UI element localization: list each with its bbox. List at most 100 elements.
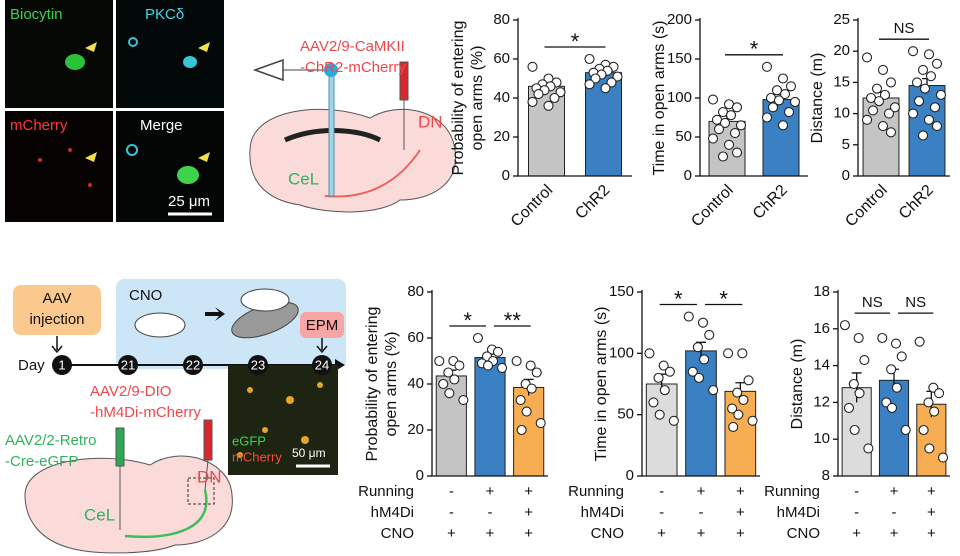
data-point: [877, 121, 889, 132]
data-point: [779, 89, 791, 100]
day-number: 1: [58, 357, 65, 372]
data-point: [717, 151, 729, 162]
y-tick-label: 18: [813, 283, 830, 300]
significance-label: NS: [905, 294, 926, 311]
condition-value: +: [736, 525, 745, 542]
brain-diagram-top: AAV2/9-CaMKII -ChR2-mCherry DN CeL: [249, 38, 456, 213]
micrograph-panel: Biocytin PKCδ mCherry Merge 25 μm: [5, 0, 224, 222]
data-point: [443, 367, 454, 378]
y-axis-label: Time in open arms (s): [593, 307, 610, 462]
optic-fiber: [328, 71, 335, 197]
data-point: [735, 120, 747, 131]
brain-diagram-bottom: AAV2/9-DIO -hM4Di-mCherry AAV2/2-Retro -…: [5, 365, 338, 554]
data-point: [931, 58, 943, 69]
bar: [645, 383, 678, 477]
data-point: [918, 424, 929, 436]
epm-box: [300, 312, 344, 338]
projection: [324, 149, 421, 198]
data-point: [777, 73, 789, 84]
y-tick-label: 50: [675, 128, 692, 145]
epm-label: EPM: [306, 317, 339, 334]
data-point: [883, 108, 895, 119]
data-point: [723, 348, 734, 359]
bar: [724, 390, 757, 477]
condition-value: -: [854, 504, 859, 521]
data-point: [885, 127, 897, 138]
scale-bar-label: 25 μm: [168, 193, 210, 210]
axes: [641, 290, 760, 477]
axes: [699, 18, 808, 177]
data-point: [533, 89, 544, 100]
virus-label: -Cre-eGFP: [5, 453, 78, 470]
axes: [857, 18, 950, 177]
condition-value: -: [659, 483, 664, 500]
data-point: [732, 387, 743, 398]
data-point: [707, 133, 719, 144]
data-point: [913, 96, 925, 107]
data-point: [444, 388, 455, 399]
region-label: CeL: [84, 505, 115, 524]
data-point: [889, 102, 901, 113]
data-point: [707, 94, 719, 105]
day-marker: [52, 355, 72, 375]
x-tick-label: ChR2: [572, 182, 613, 223]
condition-value: -: [449, 483, 454, 500]
y-tick-label: 80: [493, 11, 510, 28]
data-point: [914, 336, 925, 347]
significance-label: *: [674, 286, 683, 311]
data-point: [738, 394, 749, 405]
micrograph: [116, 111, 224, 222]
data-point: [668, 415, 679, 426]
cell: [126, 144, 138, 156]
condition-value: +: [524, 483, 533, 500]
condition-value: +: [852, 525, 861, 542]
data-point: [434, 355, 445, 367]
data-point: [924, 443, 935, 454]
day-number: 23: [251, 357, 265, 372]
data-point: [654, 409, 665, 420]
y-tick-label: 100: [609, 344, 634, 361]
y-tick-label: 8: [822, 467, 830, 484]
y-axis-label: Distance (m): [809, 53, 826, 144]
data-point: [747, 415, 758, 426]
data-point: [727, 403, 738, 414]
region-label: DN: [418, 112, 443, 131]
day-marker: [248, 355, 268, 375]
y-tick-label: 20: [833, 42, 850, 59]
condition-label: hM4Di: [581, 504, 624, 521]
data-point: [527, 61, 538, 72]
data-point: [737, 348, 748, 359]
significance-label: *: [719, 286, 728, 311]
condition-value: -: [892, 504, 897, 521]
event-arrows: [51, 336, 328, 354]
data-point: [785, 81, 797, 92]
inset-label: mCherry: [232, 449, 282, 464]
electrode: [252, 58, 284, 82]
data-point: [933, 388, 945, 399]
cell: [88, 183, 92, 187]
data-point: [731, 147, 743, 158]
axes: [431, 290, 548, 477]
y-tick-label: 10: [813, 430, 830, 447]
virus-label: AAV2/2-Retro: [5, 432, 96, 449]
cno-label: CNO: [129, 287, 162, 304]
needle: [204, 459, 209, 491]
condition-label: Running: [764, 483, 820, 500]
day-label: Day: [18, 357, 45, 374]
data-point: [859, 355, 870, 366]
condition-value: +: [890, 525, 899, 542]
data-point: [725, 110, 737, 121]
x-tick-label: Control: [508, 182, 557, 231]
condition-label: CNO: [381, 525, 414, 542]
mouse: [240, 288, 290, 312]
virus-label: AAV2/9-CaMKII: [300, 38, 405, 55]
data-point: [482, 360, 494, 371]
data-point: [531, 367, 542, 378]
y-tick-label: 80: [407, 283, 424, 300]
bar-chart: 0 5 10 15 20 25 Distance (m) Control ChR2 NS: [809, 11, 950, 230]
day-marker: [312, 355, 332, 375]
mouse: [134, 312, 186, 338]
y-tick-label: 50: [617, 406, 634, 423]
day-marker: [118, 355, 138, 375]
data-point: [937, 452, 949, 463]
